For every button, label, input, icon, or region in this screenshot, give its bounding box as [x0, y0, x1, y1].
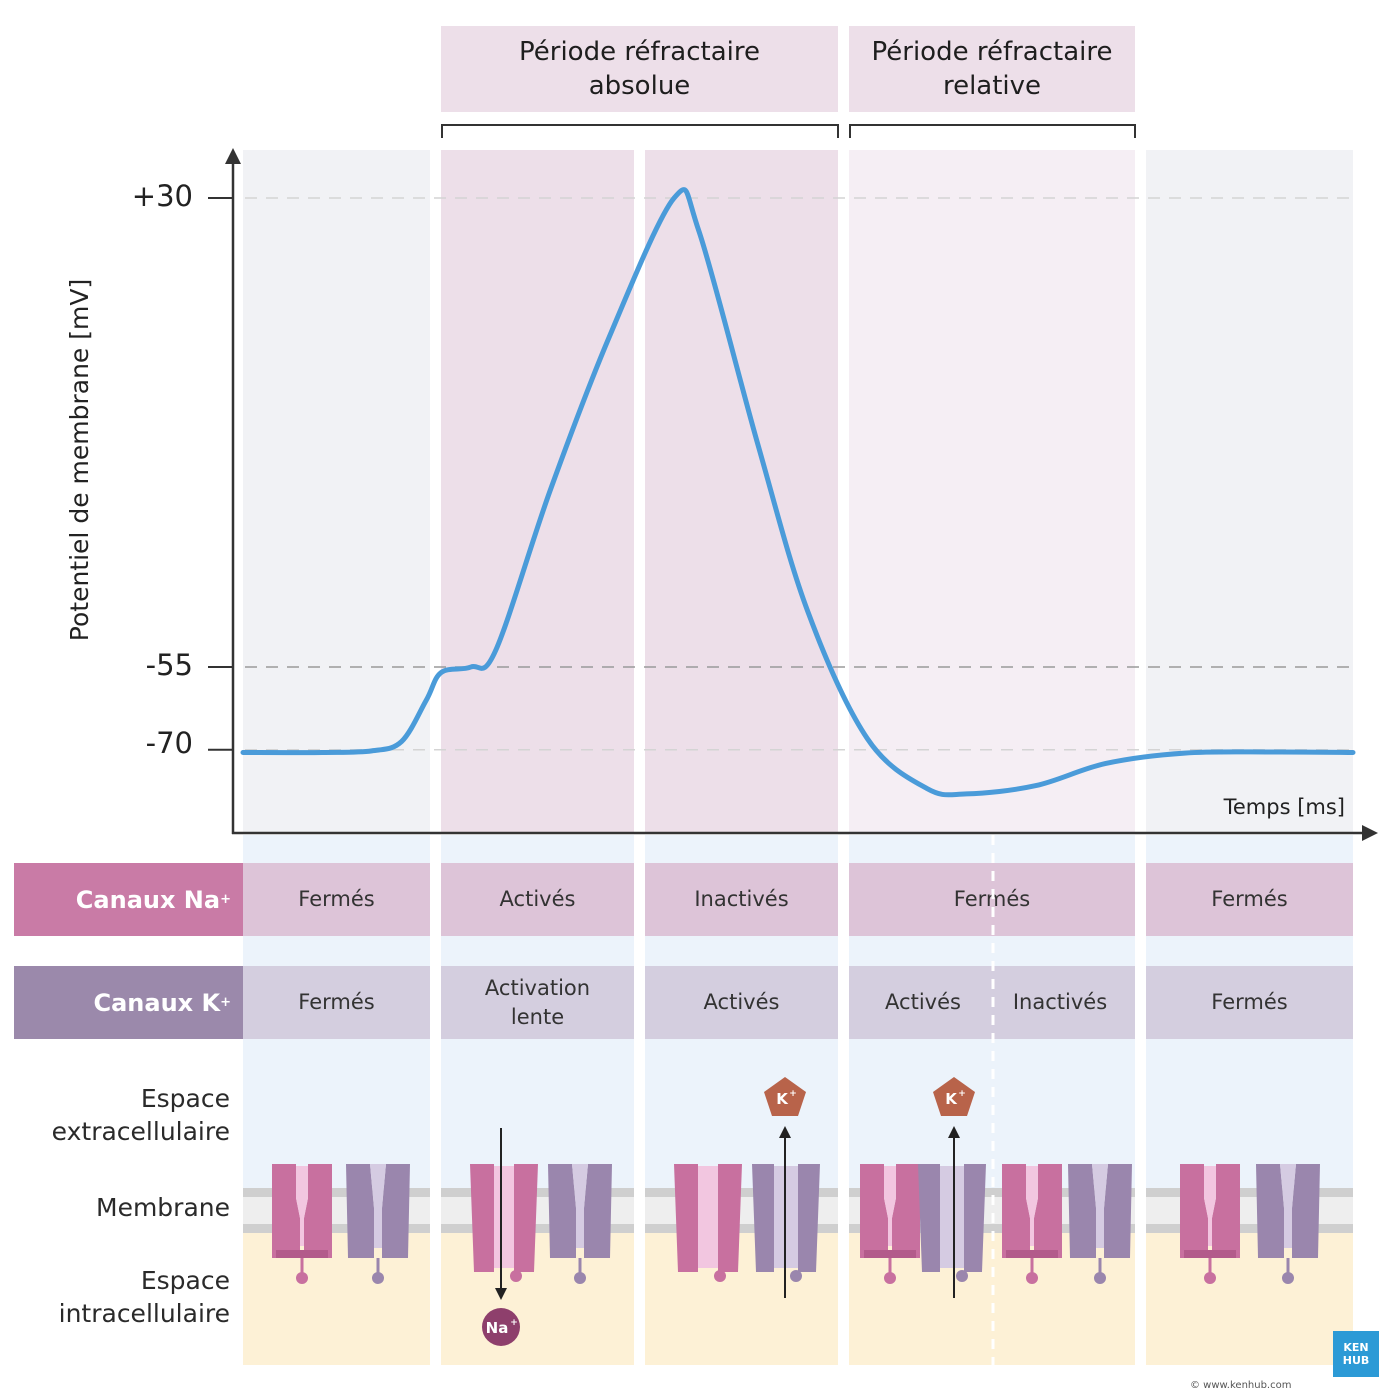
absolute-refractory-header: Période réfractaire absolue — [441, 26, 838, 112]
k-cell-2: Activation lente — [441, 966, 634, 1039]
k-ion-1-sup: + — [789, 1089, 797, 1099]
y-tick-marks — [208, 197, 233, 751]
na-channels-row-label: Canaux Na + — [14, 863, 243, 936]
na-ion-text: Na — [486, 1319, 509, 1337]
action-potential-curve — [240, 187, 1356, 798]
na-cell-3: Inactivés — [645, 863, 838, 936]
k-channel-inactivated — [1066, 1162, 1134, 1286]
relative-refractory-label: Période réfractaire relative — [871, 37, 1113, 101]
k-cell-4b-text: Inactivés — [1012, 990, 1108, 1014]
intracellular-label: Espace intracellulaire — [0, 1264, 230, 1330]
na-cell-2-text: Activés — [499, 887, 576, 911]
phase-column-repolarisation — [645, 150, 838, 833]
k-cell-5: Fermés — [1146, 966, 1353, 1039]
k-cell-5-text: Fermés — [1211, 990, 1288, 1014]
absolute-refractory-bracket — [441, 124, 839, 138]
relative-refractory-header: Période réfractaire relative — [849, 26, 1135, 112]
relative-refractory-bracket — [849, 124, 1136, 138]
absolute-refractory-label: Période réfractaire absolue — [519, 37, 760, 101]
k-cell-3-text: Activés — [703, 990, 780, 1014]
k-cell-1-text: Fermés — [298, 990, 375, 1014]
k-cell-4a-text: Activés — [885, 990, 961, 1014]
y-axis-label: Potentiel de membrane [mV] — [65, 279, 94, 641]
extracellular-label-text: Espace extracellulaire — [51, 1084, 230, 1146]
na-channel-closed-4 — [1178, 1162, 1242, 1286]
phase-column-hyperpolarisation — [849, 150, 1135, 833]
k-ion-1: K + — [764, 1077, 806, 1116]
k-channels-label: Canaux K — [93, 988, 221, 1017]
y-tick-label-minus55: -55 — [145, 648, 193, 682]
k-cell-2-text: Activation lente — [484, 975, 591, 1029]
k-channel-closed-1 — [344, 1162, 412, 1286]
k-ion-1-text: K — [776, 1090, 789, 1108]
y-tick-label-plus30: +30 — [131, 179, 193, 213]
na-cell-5-text: Fermés — [1211, 887, 1288, 911]
action-potential-chart: Potentiel de membrane [mV] Temps [ms] — [65, 148, 1378, 841]
y-axis-arrow — [225, 148, 241, 164]
extracellular-label: Espace extracellulaire — [0, 1082, 230, 1148]
x-axis-arrow — [1362, 825, 1378, 841]
na-cell-1-text: Fermés — [298, 887, 375, 911]
k-efflux-arrow-1 — [779, 1126, 791, 1298]
phase-column-return — [1146, 150, 1353, 833]
na-cell-5: Fermés — [1146, 863, 1353, 936]
k-ion-2-text: K — [945, 1090, 958, 1108]
reference-lines — [245, 197, 1353, 751]
k-channels-sup: + — [220, 995, 231, 1010]
y-tick-label-minus70: -70 — [145, 726, 193, 760]
k-cell-3: Activés — [645, 966, 838, 1039]
k-cell-1: Fermés — [243, 966, 430, 1039]
kenhub-logo: KEN HUB — [1333, 1331, 1379, 1377]
na-channel-closed-1 — [270, 1162, 334, 1286]
phase-column-rest — [243, 150, 430, 833]
na-ion-sup: + — [510, 1318, 518, 1328]
k-channels-row-label: Canaux K + — [14, 966, 243, 1039]
na-channels-label: Canaux Na — [75, 885, 221, 914]
k-cell-4a: Activés — [849, 966, 997, 1039]
k-cell-4b: Inactivés — [990, 966, 1130, 1039]
na-channel-closed-3 — [1000, 1162, 1064, 1286]
phase-column-depolarisation — [441, 150, 634, 833]
logo-line-2: HUB — [1342, 1354, 1370, 1367]
k-ion-2-sup: + — [958, 1089, 966, 1099]
k-channel-closed-2 — [1254, 1162, 1322, 1286]
na-influx-arrow — [495, 1128, 507, 1300]
k-channel-activated-2 — [918, 1164, 986, 1282]
na-ion: Na + — [482, 1308, 520, 1346]
na-channel-activated — [470, 1164, 538, 1282]
na-cell-2: Activés — [441, 863, 634, 936]
na-channel-closed-2 — [858, 1162, 922, 1286]
na-cell-3-text: Inactivés — [694, 887, 789, 911]
k-channel-slow-activation — [546, 1162, 614, 1286]
logo-line-1: KEN — [1343, 1341, 1369, 1354]
k-efflux-arrow-2 — [948, 1126, 960, 1298]
na-channel-inactivated — [674, 1164, 742, 1282]
intracellular-label-text: Espace intracellulaire — [58, 1266, 230, 1328]
k-ion-2: K + — [933, 1077, 975, 1116]
x-axis-label: Temps [ms] — [1223, 795, 1345, 819]
membrane-label: Membrane — [96, 1193, 230, 1222]
na-channels-sup: + — [220, 892, 231, 907]
copyright-credit: © www.kenhub.com — [1190, 1380, 1292, 1391]
na-cell-1: Fermés — [243, 863, 430, 936]
